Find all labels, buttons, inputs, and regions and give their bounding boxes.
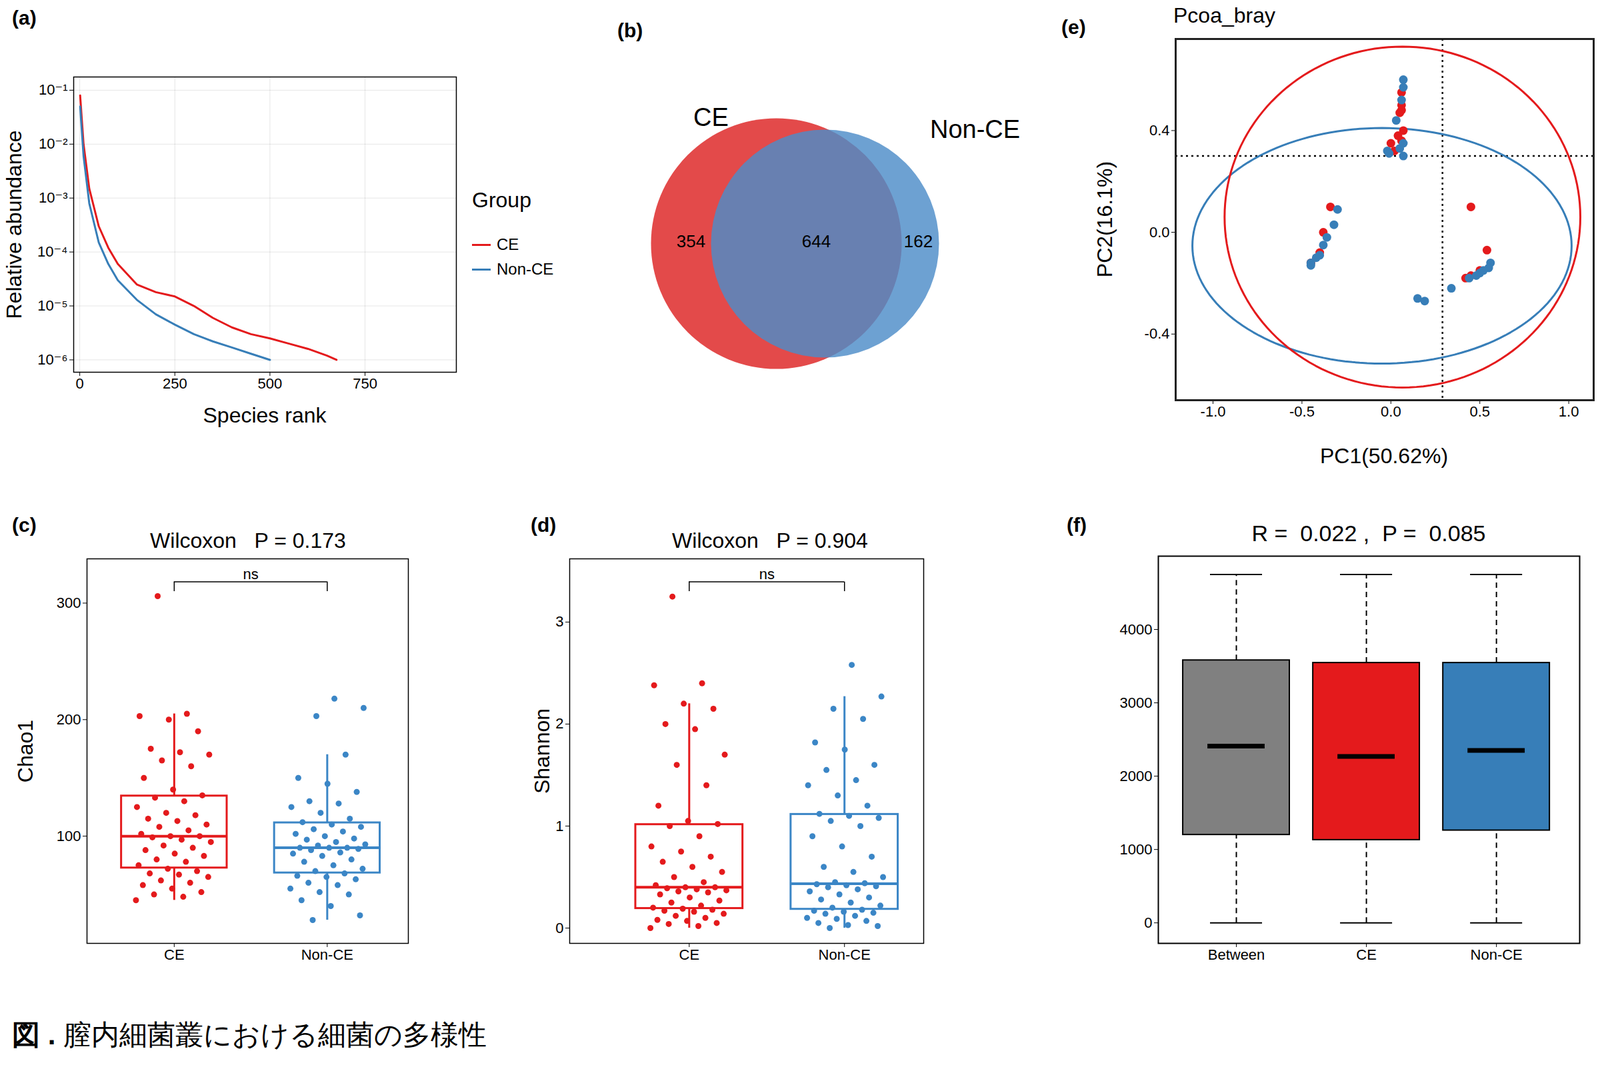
- svg-text:0.4: 0.4: [1149, 122, 1170, 139]
- html-text:CE: CE: [496, 235, 519, 254]
- svg-text:0.0: 0.0: [1380, 403, 1402, 420]
- html-text:Relative abundance: Relative abundance: [2, 130, 26, 319]
- html-text:CE: CE: [693, 103, 729, 132]
- html-text:Non-CE: Non-CE: [930, 115, 1021, 144]
- svg-text:0.0: 0.0: [1149, 224, 1170, 241]
- svg-text:CE: CE: [1356, 946, 1377, 964]
- svg-text:-1.0: -1.0: [1200, 403, 1226, 420]
- svg-text:10⁻⁶: 10⁻⁶: [37, 351, 68, 368]
- html-text:R = 0.022 , P = 0.085: R = 0.022 , P = 0.085: [1251, 520, 1486, 546]
- svg-text:100: 100: [56, 828, 82, 845]
- svg-text:4000: 4000: [1120, 621, 1153, 638]
- html-text:Species rank: Species rank: [203, 403, 327, 428]
- svg-text:1: 1: [555, 818, 564, 835]
- svg-text:CE: CE: [164, 946, 185, 964]
- html-text:PC1(50.62%): PC1(50.62%): [1320, 444, 1448, 468]
- html-text:(d): (d): [530, 514, 557, 536]
- svg-text:CE: CE: [679, 946, 700, 964]
- svg-text:644: 644: [802, 231, 831, 252]
- svg-text:2000: 2000: [1120, 768, 1153, 785]
- html-text:図 .膣内細菌叢における細菌の多様性: 図 .膣内細菌叢における細菌の多様性: [12, 1019, 487, 1051]
- svg-text:200: 200: [56, 711, 82, 728]
- svg-text:Between: Between: [1208, 946, 1266, 964]
- html-text:(c): (c): [12, 514, 37, 536]
- svg-text:10⁻²: 10⁻²: [38, 135, 68, 152]
- svg-text:-0.5: -0.5: [1289, 403, 1315, 420]
- svg-text:500: 500: [258, 375, 283, 392]
- html-text:Wilcoxon P = 0.904: Wilcoxon P = 0.904: [672, 528, 868, 553]
- svg-text:10⁻⁵: 10⁻⁵: [37, 297, 68, 314]
- html-text:Group: Group: [472, 188, 532, 212]
- svg-text:10⁻¹: 10⁻¹: [38, 81, 68, 98]
- svg-text:1000: 1000: [1120, 841, 1153, 858]
- svg-text:1.0: 1.0: [1558, 403, 1580, 420]
- html-text:(b): (b): [617, 19, 643, 42]
- svg-text:2: 2: [555, 715, 564, 732]
- svg-text:3: 3: [555, 613, 564, 630]
- svg-text:Non-CE: Non-CE: [818, 946, 871, 964]
- svg-text:354: 354: [676, 231, 706, 252]
- html-text:PC2(16.1%): PC2(16.1%): [1092, 161, 1117, 278]
- svg-text:Non-CE: Non-CE: [301, 946, 354, 964]
- html-text:(a): (a): [12, 6, 37, 29]
- html-text:Pcoa_bray: Pcoa_bray: [1173, 3, 1276, 28]
- html-text:(e): (e): [1061, 16, 1086, 38]
- html-text:(f): (f): [1066, 514, 1087, 536]
- html-text:Shannon: Shannon: [530, 708, 554, 794]
- svg-text:0.5: 0.5: [1469, 403, 1490, 420]
- svg-text:ns: ns: [242, 566, 258, 583]
- svg-text:300: 300: [56, 594, 82, 612]
- svg-text:162: 162: [904, 231, 933, 252]
- svg-text:10⁻⁴: 10⁻⁴: [37, 243, 68, 260]
- svg-text:3000: 3000: [1120, 694, 1153, 712]
- svg-text:Non-CE: Non-CE: [1470, 946, 1523, 964]
- svg-text:750: 750: [352, 375, 378, 392]
- svg-text:0: 0: [1144, 914, 1152, 932]
- html-text:Non-CE: Non-CE: [496, 260, 554, 278]
- svg-text:0: 0: [555, 920, 564, 937]
- svg-text:ns: ns: [759, 566, 775, 583]
- html-text:Wilcoxon P = 0.173: Wilcoxon P = 0.173: [150, 528, 346, 553]
- svg-text:10⁻³: 10⁻³: [38, 189, 68, 206]
- html-text:Chao1: Chao1: [13, 719, 38, 783]
- svg-text:0: 0: [76, 375, 84, 392]
- svg-text:-0.4: -0.4: [1144, 325, 1170, 342]
- svg-text:250: 250: [162, 375, 188, 392]
